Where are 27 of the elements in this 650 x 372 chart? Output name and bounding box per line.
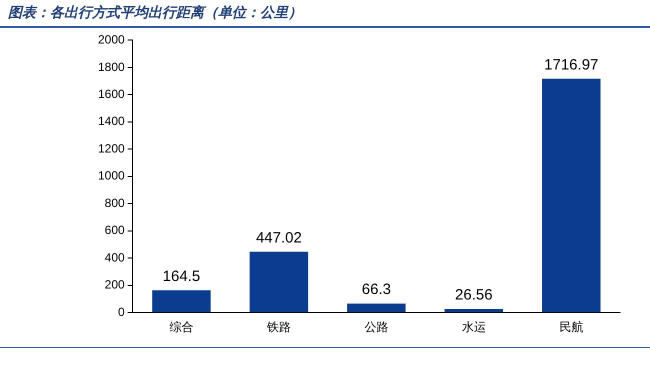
data-label: 164.5 bbox=[162, 268, 200, 285]
y-tick-label: 2000 bbox=[98, 32, 126, 47]
y-tick-label: 1800 bbox=[98, 60, 126, 74]
data-label: 1716.97 bbox=[544, 56, 598, 74]
y-tick-label: 200 bbox=[104, 278, 126, 292]
y-tick-label: 1400 bbox=[98, 114, 126, 128]
data-label: 66.3 bbox=[362, 281, 391, 298]
y-tick-label: 800 bbox=[104, 196, 126, 210]
chart-title: 图表：各出行方式平均出行距离（单位：公里） bbox=[8, 4, 302, 22]
bar bbox=[444, 308, 504, 312]
bar bbox=[152, 290, 211, 312]
x-tick-label: 铁路 bbox=[266, 320, 291, 334]
y-tick-label: 400 bbox=[104, 250, 126, 264]
bar bbox=[347, 304, 406, 312]
y-tick-label: 1600 bbox=[98, 86, 126, 101]
data-label: 447.02 bbox=[256, 229, 302, 246]
y-tick-label: 600 bbox=[104, 223, 126, 238]
x-tick-label: 综合 bbox=[169, 320, 194, 334]
bar bbox=[542, 78, 601, 312]
x-tick-label: 公路 bbox=[364, 320, 388, 334]
x-tick-label: 民航 bbox=[559, 320, 584, 334]
y-tick-label: 1200 bbox=[98, 141, 126, 156]
x-tick-label: 水运 bbox=[462, 320, 486, 334]
y-tick-label: 1000 bbox=[98, 168, 126, 183]
y-tick-label: 0 bbox=[118, 304, 126, 319]
bar bbox=[250, 252, 308, 312]
data-label: 26.56 bbox=[455, 286, 493, 304]
